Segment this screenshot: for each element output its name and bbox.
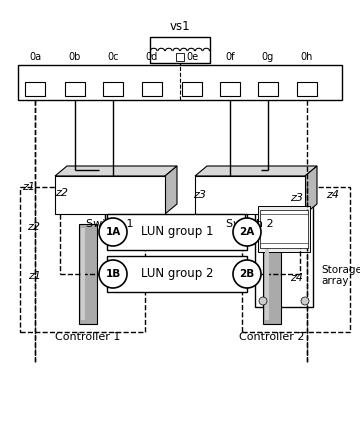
FancyBboxPatch shape bbox=[182, 82, 202, 96]
Circle shape bbox=[99, 260, 127, 288]
Text: 0f: 0f bbox=[225, 52, 235, 62]
FancyBboxPatch shape bbox=[258, 82, 278, 96]
Circle shape bbox=[233, 218, 261, 246]
Text: Controller 2: Controller 2 bbox=[239, 332, 305, 342]
FancyBboxPatch shape bbox=[195, 176, 305, 214]
Text: LUN group 2: LUN group 2 bbox=[141, 267, 213, 281]
Text: 1A: 1A bbox=[105, 227, 121, 237]
FancyBboxPatch shape bbox=[260, 213, 308, 243]
FancyBboxPatch shape bbox=[18, 65, 342, 100]
Text: vs1: vs1 bbox=[170, 20, 190, 33]
Bar bbox=[242, 187, 350, 332]
FancyBboxPatch shape bbox=[255, 202, 313, 307]
FancyBboxPatch shape bbox=[81, 228, 85, 320]
Polygon shape bbox=[165, 166, 177, 214]
FancyBboxPatch shape bbox=[142, 82, 162, 96]
Bar bbox=[20, 187, 145, 332]
Text: z4: z4 bbox=[290, 273, 303, 283]
Text: 0b: 0b bbox=[69, 52, 81, 62]
FancyBboxPatch shape bbox=[65, 82, 85, 96]
FancyBboxPatch shape bbox=[265, 228, 269, 320]
Text: Switch 1: Switch 1 bbox=[86, 219, 134, 229]
FancyBboxPatch shape bbox=[107, 256, 247, 292]
Text: 0a: 0a bbox=[29, 52, 41, 62]
Text: z2: z2 bbox=[55, 188, 68, 198]
Text: z1: z1 bbox=[22, 183, 35, 192]
Text: z3: z3 bbox=[193, 190, 206, 200]
FancyBboxPatch shape bbox=[103, 82, 123, 96]
Text: 0d: 0d bbox=[146, 52, 158, 62]
Polygon shape bbox=[305, 166, 317, 214]
Text: z3: z3 bbox=[290, 193, 303, 203]
Text: Controller 1: Controller 1 bbox=[55, 332, 121, 342]
Circle shape bbox=[301, 297, 309, 305]
Text: 0c: 0c bbox=[107, 52, 119, 62]
Text: LUN group 1: LUN group 1 bbox=[141, 225, 213, 239]
Text: 0g: 0g bbox=[262, 52, 274, 62]
Circle shape bbox=[259, 297, 267, 305]
Text: Storage
array: Storage array bbox=[321, 265, 360, 286]
FancyBboxPatch shape bbox=[263, 224, 281, 324]
Text: 2A: 2A bbox=[239, 227, 255, 237]
Circle shape bbox=[233, 260, 261, 288]
Text: z1: z1 bbox=[28, 271, 41, 281]
Text: 0e: 0e bbox=[186, 52, 198, 62]
FancyBboxPatch shape bbox=[55, 176, 165, 214]
FancyBboxPatch shape bbox=[150, 37, 210, 63]
Text: Switch 2: Switch 2 bbox=[226, 219, 274, 229]
Text: 0h: 0h bbox=[301, 52, 313, 62]
Text: z4: z4 bbox=[326, 190, 339, 200]
FancyBboxPatch shape bbox=[260, 210, 308, 248]
FancyBboxPatch shape bbox=[25, 82, 45, 96]
Polygon shape bbox=[55, 166, 177, 176]
Text: z2: z2 bbox=[27, 222, 40, 232]
FancyBboxPatch shape bbox=[79, 224, 97, 324]
FancyBboxPatch shape bbox=[258, 206, 310, 252]
Circle shape bbox=[99, 218, 127, 246]
Text: 1B: 1B bbox=[105, 269, 121, 279]
FancyBboxPatch shape bbox=[220, 82, 240, 96]
Text: 2B: 2B bbox=[239, 269, 255, 279]
Polygon shape bbox=[195, 166, 317, 176]
FancyBboxPatch shape bbox=[297, 82, 317, 96]
FancyBboxPatch shape bbox=[107, 214, 247, 250]
FancyBboxPatch shape bbox=[176, 53, 184, 61]
